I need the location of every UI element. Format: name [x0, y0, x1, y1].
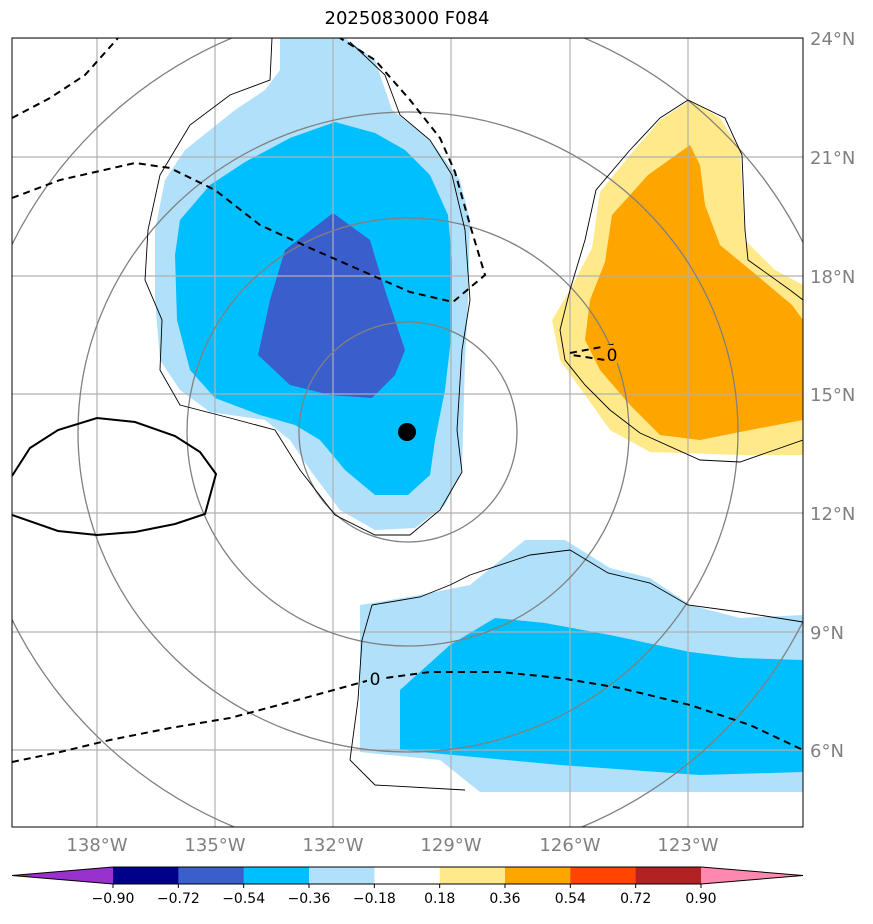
colorbar-tick-label: −0.36: [288, 891, 331, 907]
lat-label: 21°N: [810, 148, 855, 169]
storm-center-marker: [398, 423, 416, 441]
contour-label-group: 0 0: [367, 345, 619, 690]
lon-label: 123°W: [657, 835, 718, 856]
graticule: [12, 38, 803, 827]
negative-shading-dark-nw: [258, 213, 405, 398]
lat-label: 6°N: [810, 741, 844, 762]
lat-label: 18°N: [810, 267, 855, 288]
colorbar-segment: [178, 867, 245, 884]
latitude-labels: 24°N 21°N 18°N 15°N 12°N 9°N 6°N: [810, 29, 855, 762]
contour-label: 0: [607, 346, 618, 366]
map-area: [12, 38, 803, 827]
colorbar-segment: [505, 867, 571, 884]
lon-label: 138°W: [66, 835, 127, 856]
colorbar: −0.90 −0.72 −0.54 −0.36 −0.18 0.18 0.36 0.54 0.7…: [11, 866, 804, 907]
lat-label: 15°N: [810, 385, 855, 406]
colorbar-segment: [570, 867, 637, 884]
colorbar-tick-label: −0.18: [353, 891, 396, 907]
lon-label: 129°W: [420, 835, 481, 856]
lat-label: 12°N: [810, 504, 855, 525]
colorbar-tick-label: 0.18: [424, 891, 455, 907]
colorbar-segment: [309, 867, 375, 884]
colorbar-tick-label: 0.72: [620, 891, 651, 907]
colorbar-tick-label: 0.36: [489, 891, 520, 907]
longitude-labels: 138°W 135°W 132°W 129°W 126°W 123°W: [66, 835, 718, 856]
solid-contour-west: [12, 416, 218, 537]
map-frame: [11, 37, 804, 828]
colorbar-tick-label: −0.90: [92, 891, 135, 907]
colorbar-segment: [635, 867, 702, 884]
lon-label: 135°W: [184, 835, 245, 856]
positive-shading-mid-east: [585, 145, 803, 440]
lat-label: 24°N: [810, 29, 855, 50]
lon-label: 126°W: [539, 835, 600, 856]
lat-label: 9°N: [810, 623, 844, 644]
colorbar-extend-low: [12, 867, 113, 884]
thin-contours: [144, 38, 803, 791]
colorbar-segment: [113, 867, 179, 884]
colorbar-segment: [439, 867, 506, 884]
contour-label: 0: [370, 670, 381, 690]
lon-label: 132°W: [302, 835, 363, 856]
colorbar-segment: [243, 867, 310, 884]
colorbar-tick-label: 0.90: [685, 891, 716, 907]
negative-shading-mid-south: [400, 618, 803, 775]
colorbar-extend-high: [701, 867, 803, 884]
colorbar-segment: [374, 867, 441, 884]
map-title: 2025083000 F084: [324, 8, 490, 29]
range-rings: [12, 38, 803, 827]
colorbar-tick-label: −0.54: [222, 891, 265, 907]
colorbar-tick-label: 0.54: [555, 891, 586, 907]
colorbar-tick-label: −0.72: [157, 891, 200, 907]
